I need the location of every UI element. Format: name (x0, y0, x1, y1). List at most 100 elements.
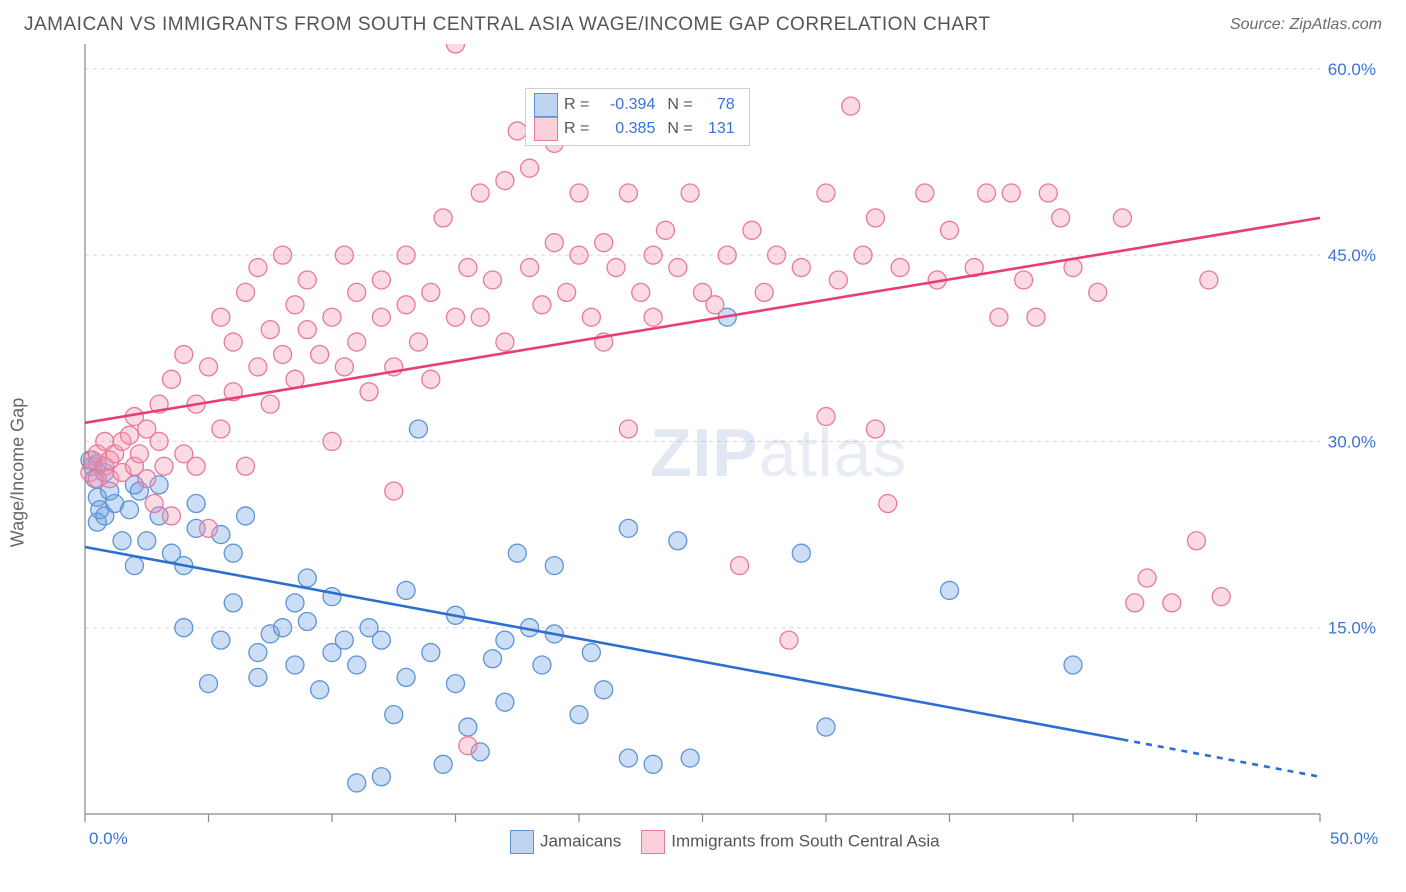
point-blue (1064, 656, 1082, 674)
point-pink (656, 221, 674, 239)
legend-swatch (510, 830, 534, 854)
point-pink (916, 184, 934, 202)
point-pink (706, 296, 724, 314)
point-blue (335, 631, 353, 649)
series-legend: Jamaicans Immigrants from South Central A… (510, 830, 940, 854)
point-pink (335, 246, 353, 264)
point-blue (212, 631, 230, 649)
point-blue (619, 749, 637, 767)
point-pink (545, 234, 563, 252)
stat-r-label: R = (564, 96, 589, 114)
point-pink (409, 333, 427, 351)
point-pink (274, 345, 292, 363)
x-tick-label: 0.0% (89, 829, 128, 848)
y-axis-label: Wage/Income Gap (8, 397, 29, 546)
point-blue (570, 706, 588, 724)
point-pink (298, 271, 316, 289)
point-pink (155, 457, 173, 475)
point-blue (311, 681, 329, 699)
point-pink (570, 246, 588, 264)
point-pink (422, 370, 440, 388)
y-tick-label: 45.0% (1328, 246, 1376, 265)
point-pink (162, 507, 180, 525)
point-pink (632, 283, 650, 301)
point-pink (261, 395, 279, 413)
point-pink (224, 333, 242, 351)
point-blue (533, 656, 551, 674)
point-pink (237, 457, 255, 475)
point-pink (1002, 184, 1020, 202)
point-pink (1113, 209, 1131, 227)
point-blue (348, 774, 366, 792)
point-blue (237, 507, 255, 525)
point-pink (372, 271, 390, 289)
point-pink (150, 432, 168, 450)
point-blue (397, 668, 415, 686)
legend-swatch (641, 830, 665, 854)
point-pink (162, 370, 180, 388)
legend-item: Immigrants from South Central Asia (641, 830, 939, 854)
source-label: Source: ZipAtlas.com (1230, 16, 1382, 34)
point-pink (755, 283, 773, 301)
point-pink (274, 246, 292, 264)
point-pink (533, 296, 551, 314)
point-pink (521, 259, 539, 277)
point-pink (595, 234, 613, 252)
point-pink (348, 283, 366, 301)
point-pink (731, 557, 749, 575)
point-blue (409, 420, 427, 438)
point-pink (1039, 184, 1057, 202)
point-blue (298, 569, 316, 587)
point-pink (582, 308, 600, 326)
point-blue (187, 495, 205, 513)
point-pink (866, 420, 884, 438)
point-blue (582, 644, 600, 662)
point-blue (385, 706, 403, 724)
point-pink (298, 321, 316, 339)
point-pink (434, 209, 452, 227)
point-pink (1089, 283, 1107, 301)
point-blue (113, 532, 131, 550)
point-blue (447, 675, 465, 693)
point-blue (484, 650, 502, 668)
y-tick-label: 60.0% (1328, 60, 1376, 79)
stats-legend-box: R =-0.394N =78R =0.385N =131 (525, 88, 750, 146)
stat-r-value: 0.385 (597, 120, 655, 138)
point-pink (570, 184, 588, 202)
point-pink (817, 408, 835, 426)
point-blue (496, 693, 514, 711)
legend-label: Immigrants from South Central Asia (671, 831, 939, 850)
point-pink (768, 246, 786, 264)
chart-title: JAMAICAN VS IMMIGRANTS FROM SOUTH CENTRA… (24, 14, 991, 36)
point-pink (459, 259, 477, 277)
point-pink (743, 221, 761, 239)
stats-row: R =0.385N =131 (534, 117, 741, 141)
point-pink (829, 271, 847, 289)
point-blue (545, 557, 563, 575)
legend-label: Jamaicans (540, 831, 621, 850)
point-blue (397, 581, 415, 599)
point-blue (372, 768, 390, 786)
point-pink (360, 383, 378, 401)
legend-swatch (534, 117, 558, 141)
point-pink (385, 482, 403, 500)
point-blue (224, 544, 242, 562)
point-pink (261, 321, 279, 339)
point-pink (1015, 271, 1033, 289)
stat-n-label: N = (667, 96, 692, 114)
point-pink (866, 209, 884, 227)
point-pink (200, 358, 218, 376)
point-pink (644, 246, 662, 264)
point-pink (187, 457, 205, 475)
point-pink (120, 426, 138, 444)
point-pink (130, 445, 148, 463)
legend-item: Jamaicans (510, 830, 621, 854)
point-pink (348, 333, 366, 351)
point-pink (521, 159, 539, 177)
point-blue (422, 644, 440, 662)
point-pink (842, 97, 860, 115)
point-blue (175, 619, 193, 637)
trend-line-blue (85, 547, 1122, 740)
point-pink (323, 432, 341, 450)
point-pink (212, 308, 230, 326)
